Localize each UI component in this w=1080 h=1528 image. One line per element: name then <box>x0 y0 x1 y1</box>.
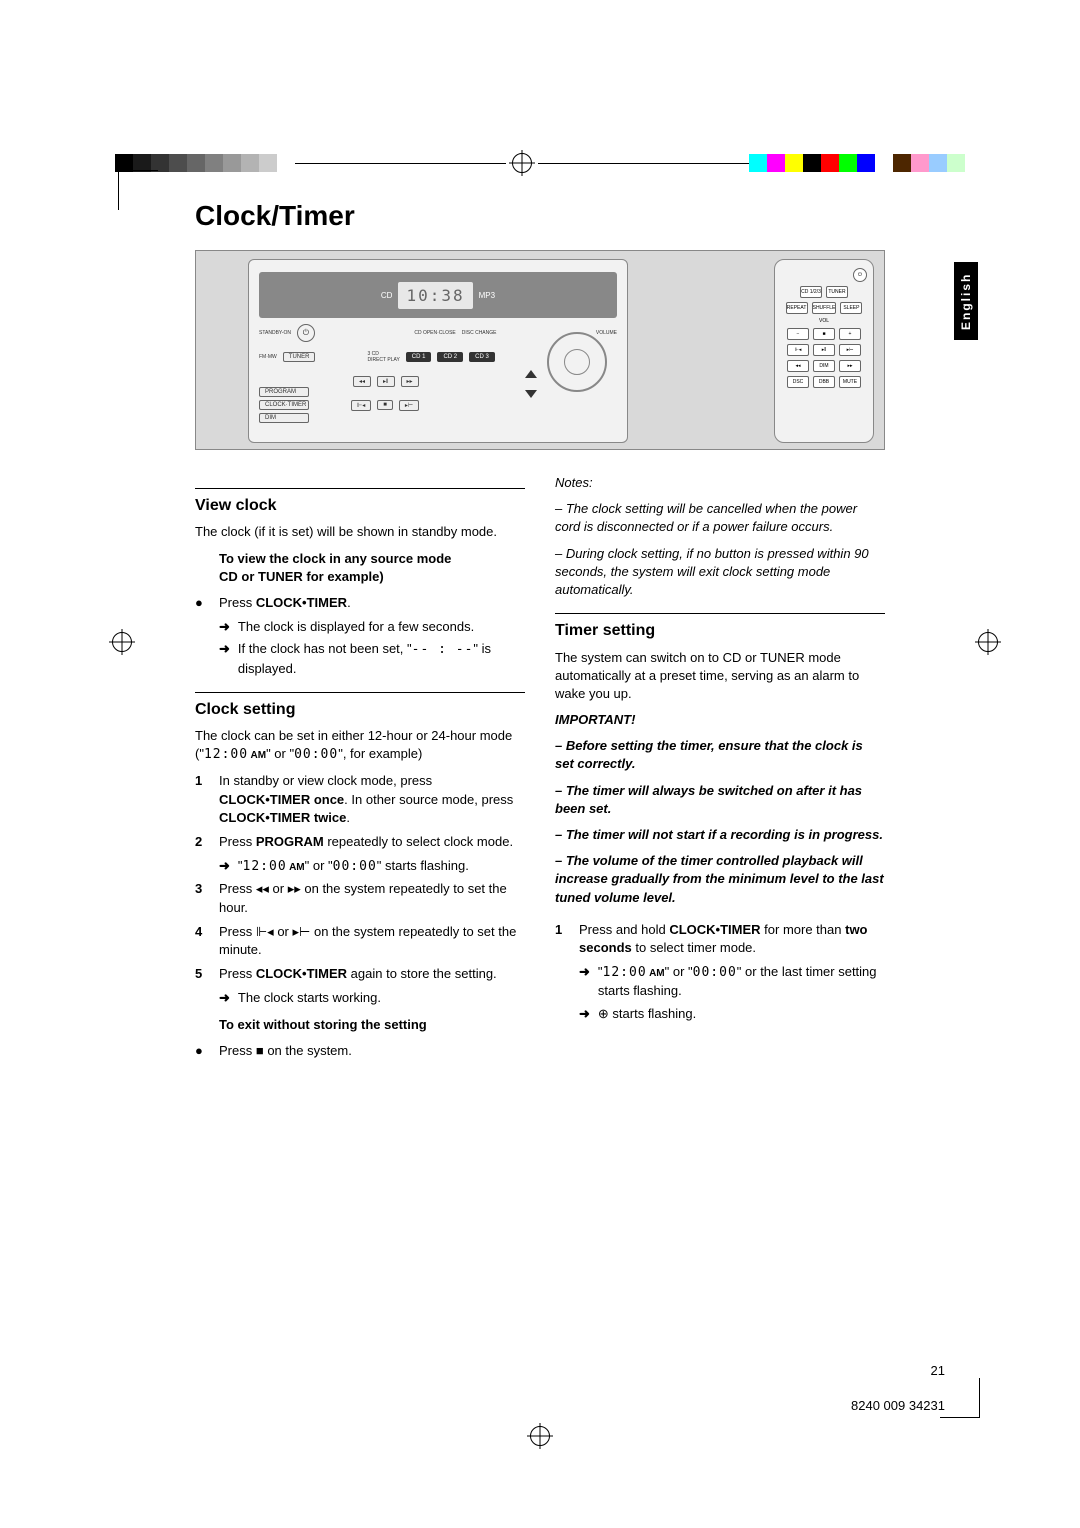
page-title: Clock/Timer <box>195 200 885 232</box>
remote-control: ⏻ CD 1/2/3TUNER REPEATSHUFFLESLEEP VOL −… <box>774 259 874 443</box>
step-item: 4 Press ⊩◂ or ▸⊢ on the system repeatedl… <box>195 923 525 959</box>
clock-display: 10:38 <box>398 282 472 309</box>
page-content: Clock/Timer CD 10:38 MP3 STANDBY-ON ⏻ CD… <box>195 200 885 1066</box>
important-heading: IMPORTANT! <box>555 711 885 729</box>
crop-mark <box>118 170 158 210</box>
important-item: – Before setting the timer, ensure that … <box>555 737 885 773</box>
body-text: The clock (if it is set) will be shown i… <box>195 523 525 541</box>
left-column: View clock The clock (if it is set) will… <box>195 474 525 1066</box>
registration-mark-icon <box>972 632 992 652</box>
volume-knob <box>547 332 607 392</box>
result-line: ➜"12:00 AM" or "00:00" starts flashing. <box>219 857 525 876</box>
registration-mark-icon <box>512 153 532 173</box>
page-number: 21 <box>931 1363 945 1378</box>
section-heading: View clock <box>195 488 525 517</box>
registration-mark-icon <box>530 1426 550 1446</box>
bottom-registration <box>115 1426 965 1446</box>
section-heading: Timer setting <box>555 613 885 642</box>
body-text: The clock can be set in either 12-hour o… <box>195 727 525 764</box>
up-icon <box>525 370 537 378</box>
important-item: – The volume of the timer controlled pla… <box>555 852 885 907</box>
subheading: To exit without storing the setting <box>195 1016 525 1034</box>
list-item: ● Press CLOCK•TIMER. <box>195 594 525 612</box>
step-item: 1 Press and hold CLOCK•TIMER for more th… <box>555 921 885 957</box>
color-squares <box>749 154 965 172</box>
registration-mark-icon <box>106 632 126 652</box>
crop-mark <box>940 1378 980 1418</box>
step-item: 2 Press PROGRAM repeatedly to select clo… <box>195 833 525 851</box>
note-text: – During clock setting, if no button is … <box>555 545 885 600</box>
right-column: Notes: – The clock setting will be cance… <box>555 474 885 1066</box>
result-line: ➜If the clock has not been set, "-- : --… <box>219 640 525 677</box>
power-icon: ⏻ <box>853 268 867 282</box>
result-line: ➜⊕ starts flashing. <box>579 1005 885 1023</box>
result-line: ➜The clock starts working. <box>219 989 525 1007</box>
list-item: ● Press ■ on the system. <box>195 1042 525 1060</box>
important-item: – The timer will not start if a recordin… <box>555 826 885 844</box>
stereo-unit: CD 10:38 MP3 STANDBY-ON ⏻ CD OPEN·CLOSE … <box>248 259 628 443</box>
note-text: – The clock setting will be cancelled wh… <box>555 500 885 536</box>
important-item: – The timer will always be switched on a… <box>555 782 885 818</box>
result-line: ➜"12:00 AM" or "00:00" or the last timer… <box>579 963 885 1000</box>
product-diagram: CD 10:38 MP3 STANDBY-ON ⏻ CD OPEN·CLOSE … <box>195 250 885 450</box>
result-line: ➜The clock is displayed for a few second… <box>219 618 525 636</box>
language-tab: English <box>954 262 978 340</box>
step-item: 3 Press ◂◂ or ▸▸ on the system repeatedl… <box>195 880 525 916</box>
notes-heading: Notes: <box>555 474 885 492</box>
step-item: 1 In standby or view clock mode, press C… <box>195 772 525 827</box>
document-code: 8240 009 34231 <box>851 1398 945 1413</box>
down-icon <box>525 390 537 398</box>
power-icon: ⏻ <box>297 324 315 342</box>
body-text: The system can switch on to CD or TUNER … <box>555 649 885 704</box>
step-item: 5 Press CLOCK•TIMER again to store the s… <box>195 965 525 983</box>
subheading: To view the clock in any source mode CD … <box>195 550 525 586</box>
print-registration-bar <box>115 148 965 178</box>
section-heading: Clock setting <box>195 692 525 721</box>
